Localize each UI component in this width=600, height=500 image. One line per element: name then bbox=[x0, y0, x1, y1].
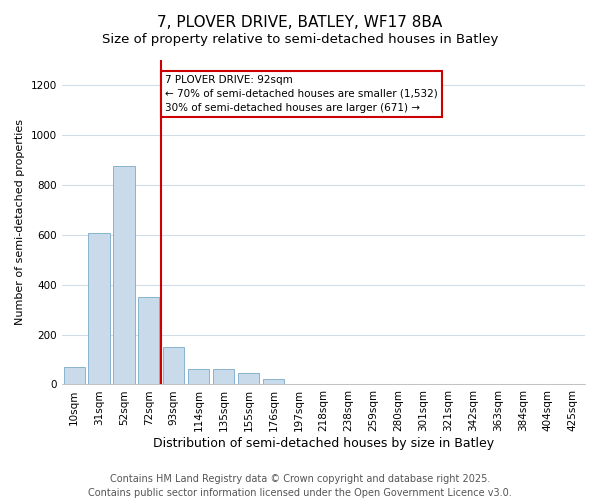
Bar bbox=[138, 297, 160, 384]
Bar bbox=[113, 166, 134, 384]
Bar bbox=[263, 380, 284, 384]
Bar bbox=[213, 369, 234, 384]
Y-axis label: Number of semi-detached properties: Number of semi-detached properties bbox=[15, 119, 25, 325]
Text: Contains HM Land Registry data © Crown copyright and database right 2025.
Contai: Contains HM Land Registry data © Crown c… bbox=[88, 474, 512, 498]
Bar bbox=[238, 373, 259, 384]
Bar bbox=[163, 347, 184, 385]
Text: Size of property relative to semi-detached houses in Batley: Size of property relative to semi-detach… bbox=[102, 32, 498, 46]
Bar bbox=[188, 369, 209, 384]
Text: 7 PLOVER DRIVE: 92sqm
← 70% of semi-detached houses are smaller (1,532)
30% of s: 7 PLOVER DRIVE: 92sqm ← 70% of semi-deta… bbox=[165, 75, 438, 113]
Text: 7, PLOVER DRIVE, BATLEY, WF17 8BA: 7, PLOVER DRIVE, BATLEY, WF17 8BA bbox=[157, 15, 443, 30]
X-axis label: Distribution of semi-detached houses by size in Batley: Distribution of semi-detached houses by … bbox=[153, 437, 494, 450]
Bar bbox=[64, 367, 85, 384]
Bar bbox=[88, 234, 110, 384]
